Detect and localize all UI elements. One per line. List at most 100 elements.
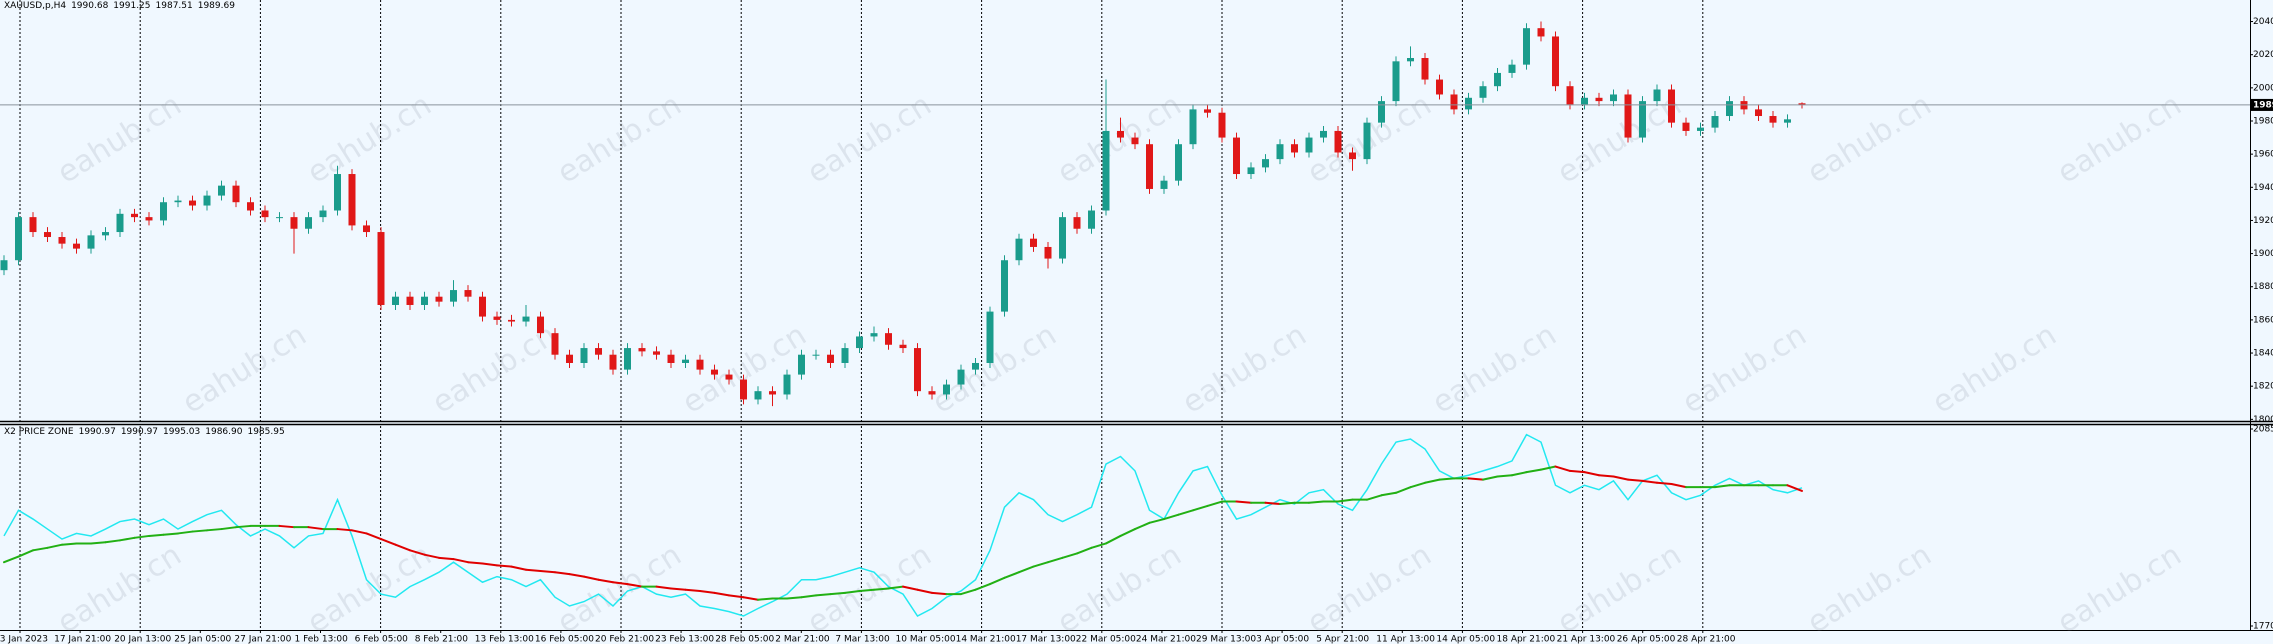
zone-line-segment	[307, 526, 324, 531]
candle-body	[1334, 130, 1342, 153]
zone-line-segment	[1583, 471, 1600, 477]
candle-body	[638, 348, 646, 352]
zone-line-segment	[626, 583, 643, 588]
candle-body	[899, 344, 907, 349]
zone-line-segment	[1641, 479, 1658, 484]
candle-body	[1537, 28, 1545, 37]
zone-line-segment	[699, 589, 716, 594]
candle-body	[406, 296, 414, 305]
candle-body	[1233, 137, 1240, 175]
candle-body	[798, 354, 805, 375]
x-tick-label: 14 Apr 05:00	[1436, 635, 1495, 644]
candle-body	[1436, 79, 1443, 95]
zone-line-segment	[670, 587, 687, 591]
x-tick-label: 20 Jan 13:00	[114, 635, 171, 644]
indicator-value: 1985.95	[247, 427, 285, 437]
zone-line-segment	[380, 538, 397, 546]
x-tick-label: 20 Feb 21:00	[595, 635, 654, 644]
candle-body	[609, 354, 617, 370]
zone-line-segment	[525, 568, 542, 572]
zone-line-segment	[1409, 481, 1426, 489]
indicator-value: 1990.97	[78, 427, 116, 437]
zone-line-segment	[713, 591, 730, 597]
candle-body	[1247, 167, 1255, 175]
x-tick-label: 23 Feb 13:00	[655, 635, 714, 644]
candle-body	[1262, 159, 1269, 168]
candle-body	[218, 185, 225, 196]
zone-line-segment	[1279, 501, 1296, 506]
candle-body	[1131, 137, 1139, 145]
zone-line-segment	[336, 528, 353, 532]
zone-line-segment	[1467, 477, 1484, 481]
candle-body	[1160, 180, 1168, 189]
candle-body	[1175, 144, 1182, 181]
candle-body	[102, 232, 109, 236]
candle-body	[1726, 101, 1733, 117]
candle-body	[1276, 144, 1284, 160]
candle-body	[1508, 64, 1516, 73]
candle-body	[363, 225, 370, 233]
candle-body	[348, 174, 356, 226]
candle-body	[769, 391, 776, 395]
candle-body	[1595, 97, 1603, 102]
zone-line-segment	[1438, 477, 1455, 481]
zone-line-segment	[786, 596, 803, 600]
candle-body	[870, 333, 878, 337]
zone-line-segment	[858, 588, 875, 592]
zone-line-segment	[1670, 483, 1687, 489]
x-tick-label: 11 Apr 13:00	[1376, 635, 1435, 644]
zone-line-segment	[61, 542, 78, 546]
zone-line-segment	[278, 524, 295, 529]
y-tick-label: 2020	[2253, 50, 2273, 60]
zone-line-segment	[1192, 504, 1209, 512]
y-tick-label: 1770	[2253, 622, 2273, 632]
zone-line-segment	[1076, 546, 1093, 555]
candle-body	[1189, 109, 1197, 145]
candle-body	[1581, 97, 1588, 105]
candle-body	[15, 217, 22, 261]
zone-line-segment	[133, 534, 150, 539]
candle-body	[479, 296, 486, 317]
candle-body	[1218, 112, 1226, 138]
zone-line-segment	[438, 556, 455, 561]
zone-line-segment	[148, 533, 165, 537]
candle-body	[1784, 119, 1791, 123]
x-tick-label: 2 Mar 21:00	[775, 635, 830, 644]
zone-line-segment	[1032, 561, 1049, 568]
candle-body	[392, 296, 399, 305]
zone-line-segment	[1163, 513, 1180, 521]
candle-body	[522, 316, 530, 322]
indicator-value: 1990.97	[120, 427, 159, 437]
y-tick-label: 1940	[2253, 183, 2273, 193]
zone-line-segment	[1264, 501, 1281, 506]
x-tick-label: 17 Mar 13:00	[1016, 635, 1076, 644]
candle-body	[435, 296, 443, 302]
candle-body	[566, 354, 573, 363]
candle-body	[1088, 210, 1095, 229]
zone-line-segment	[568, 573, 585, 578]
zone-line-segment	[1148, 518, 1165, 524]
x-tick-label: 28 Feb 05:00	[715, 635, 774, 644]
candle-body	[885, 333, 892, 345]
candle-body	[450, 290, 457, 302]
zone-line-segment	[873, 587, 890, 591]
candle-body	[1378, 101, 1385, 123]
zone-line-segment	[916, 588, 933, 594]
zone-line-segment	[46, 543, 63, 549]
y-tick-label: 1960	[2253, 150, 2273, 160]
x-tick-label: 8 Feb 21:00	[415, 635, 469, 644]
x-tick-label: 29 Mar 13:00	[1196, 635, 1256, 644]
x-tick-label: 6 Feb 05:00	[355, 635, 409, 644]
zone-line-segment	[1061, 552, 1078, 559]
price-label-box	[2251, 98, 2273, 111]
candle-body	[1320, 130, 1327, 138]
x-tick-label: 24 Mar 21:00	[1136, 635, 1196, 644]
zone-line-segment	[1511, 471, 1528, 477]
candle-body	[131, 213, 138, 218]
y-tick-label: 1880	[2253, 282, 2273, 292]
zone-line-segment	[1105, 534, 1122, 545]
candle-body	[44, 232, 51, 238]
candle-body	[1363, 122, 1371, 160]
indicator-value: 1986.90	[205, 427, 243, 437]
